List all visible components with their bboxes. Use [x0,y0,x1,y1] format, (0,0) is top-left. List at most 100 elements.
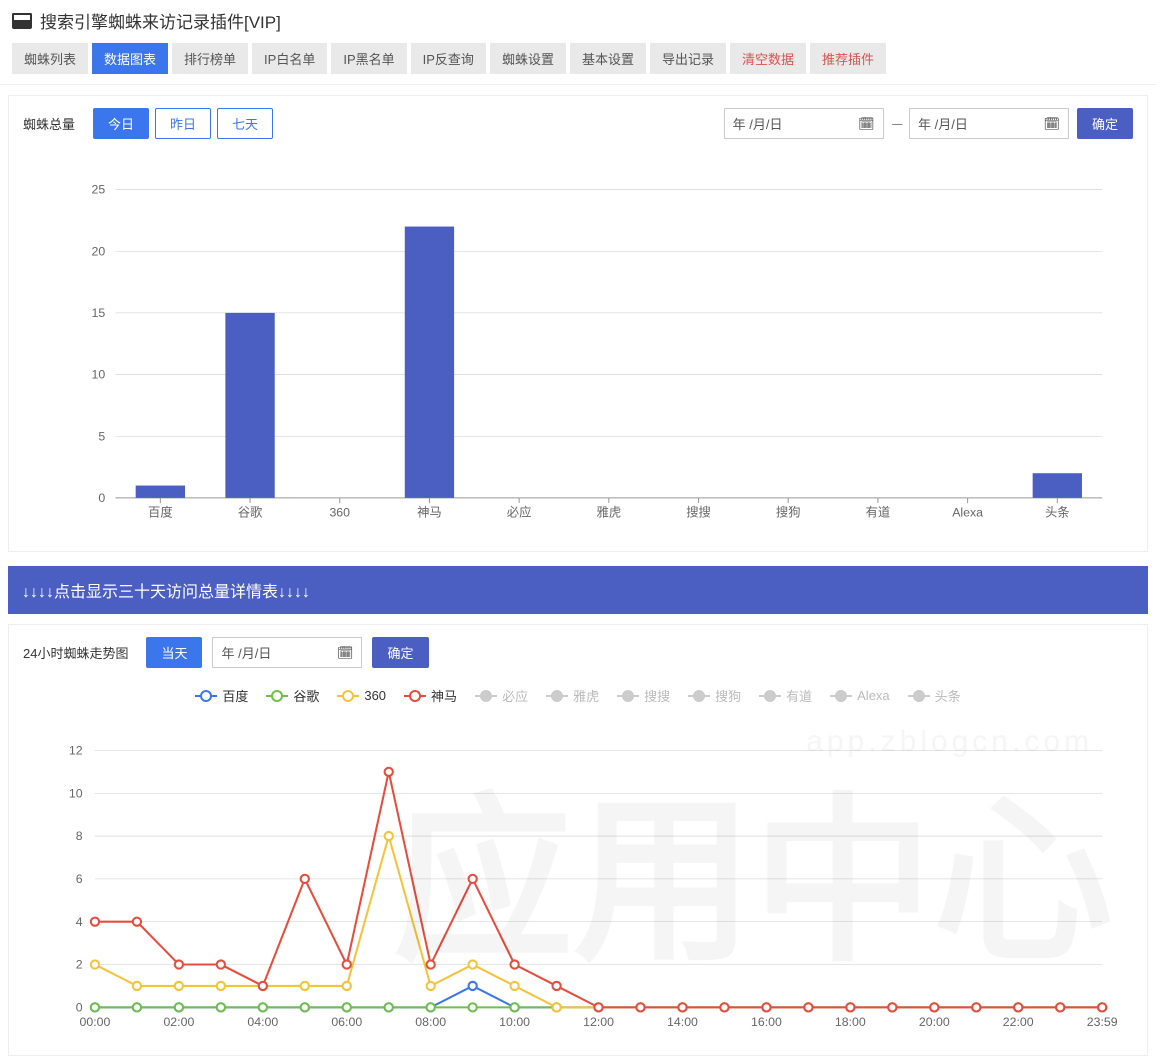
range-button-2[interactable]: 七天 [217,108,273,139]
legend-marker-icon [759,690,781,702]
svg-text:14:00: 14:00 [667,1015,698,1029]
today-button[interactable]: 当天 [146,637,202,668]
legend-marker-icon [688,690,710,702]
trend-date-input[interactable]: 年 /月/日 🗓 [212,637,362,668]
svg-text:10: 10 [92,368,106,382]
svg-text:22:00: 22:00 [1003,1015,1034,1029]
legend-label: 头条 [935,686,961,705]
line-chart: 02468101200:0002:0004:0006:0008:0010:001… [23,735,1133,1043]
svg-text:百度: 百度 [148,504,173,519]
legend-item-0[interactable]: 百度 [195,686,248,705]
tab-7[interactable]: 基本设置 [570,43,646,74]
calendar-icon: 🗓 [858,116,875,132]
calendar-icon: 🗓 [1043,116,1060,132]
svg-text:必应: 必应 [507,504,532,519]
legend-label: 谷歌 [293,686,319,705]
legend-item-8[interactable]: 有道 [759,686,812,705]
svg-text:5: 5 [98,429,105,443]
legend-marker-icon [830,690,852,702]
confirm-button[interactable]: 确定 [1077,108,1133,139]
svg-text:18:00: 18:00 [835,1015,866,1029]
total-label: 蜘蛛总量 [23,114,75,133]
legend-item-2[interactable]: 360 [337,686,386,705]
svg-text:头条: 头条 [1045,505,1070,519]
legend-marker-icon [908,690,930,702]
svg-text:6: 6 [76,872,83,886]
legend-label: 搜狗 [715,686,741,705]
range-button-0[interactable]: 今日 [93,108,149,139]
date-placeholder: 年 /月/日 [221,643,271,662]
tab-10[interactable]: 推荐插件 [810,43,886,74]
date-from-input[interactable]: 年 /月/日 🗓 [724,108,884,139]
legend-label: 搜搜 [644,686,670,705]
legend-marker-icon [617,690,639,702]
thirty-day-banner[interactable]: ↓↓↓↓点击显示三十天访问总量详情表↓↓↓↓ [8,566,1148,614]
svg-text:0: 0 [76,1000,83,1014]
tab-3[interactable]: IP白名单 [252,43,327,74]
bar-chart-svg: 0510152025百度谷歌360神马必应雅虎搜搜搜狗有道Alexa头条 [23,169,1133,539]
tab-9[interactable]: 清空数据 [730,43,806,74]
svg-text:16:00: 16:00 [751,1015,782,1029]
panel-24h: 24小时蜘蛛走势图 当天 年 /月/日 🗓 确定 百度 谷歌 360 神马 必应 雅虎 搜搜… [8,624,1148,1056]
svg-text:10: 10 [69,786,83,800]
svg-text:06:00: 06:00 [331,1015,362,1029]
svg-text:02:00: 02:00 [163,1015,194,1029]
svg-text:Alexa: Alexa [952,505,983,519]
tab-6[interactable]: 蜘蛛设置 [490,43,566,74]
page-header: 搜索引擎蜘蛛来访记录插件[VIP] [0,0,1156,39]
svg-text:2: 2 [76,958,83,972]
tab-1[interactable]: 数据图表 [92,43,168,74]
svg-text:0: 0 [98,491,105,505]
line-legend: 百度 谷歌 360 神马 必应 雅虎 搜搜 搜狗 有道 Alexa 头条 [23,686,1133,705]
legend-item-10[interactable]: 头条 [908,686,961,705]
svg-text:25: 25 [92,183,106,197]
svg-text:有道: 有道 [866,505,891,519]
legend-label: 神马 [431,686,457,705]
svg-text:20:00: 20:00 [919,1015,950,1029]
svg-text:10:00: 10:00 [499,1015,530,1029]
legend-label: 雅虎 [573,686,599,705]
svg-text:搜搜: 搜搜 [686,504,711,519]
svg-text:15: 15 [92,306,106,320]
calendar-icon: 🗓 [337,645,354,661]
tab-8[interactable]: 导出记录 [650,43,726,74]
tab-0[interactable]: 蜘蛛列表 [12,43,88,74]
legend-label: 必应 [502,686,528,705]
legend-label: 有道 [786,686,812,705]
svg-text:04:00: 04:00 [247,1015,278,1029]
line-chart-svg: 02468101200:0002:0004:0006:0008:0010:001… [23,735,1133,1043]
legend-item-5[interactable]: 雅虎 [546,686,599,705]
svg-text:00:00: 00:00 [80,1015,111,1029]
legend-item-7[interactable]: 搜狗 [688,686,741,705]
range-button-1[interactable]: 昨日 [155,108,211,139]
date-placeholder: 年 /月/日 [918,114,968,133]
legend-marker-icon [337,690,359,702]
svg-text:搜狗: 搜狗 [776,504,801,519]
svg-text:8: 8 [76,829,83,843]
svg-text:神马: 神马 [417,505,442,519]
date-to-input[interactable]: 年 /月/日 🗓 [909,108,1069,139]
legend-item-4[interactable]: 必应 [475,686,528,705]
svg-text:雅虎: 雅虎 [596,504,621,519]
trend-confirm-button[interactable]: 确定 [372,637,428,668]
page-title: 搜索引擎蜘蛛来访记录插件[VIP] [40,8,281,33]
legend-marker-icon [195,690,217,702]
tab-2[interactable]: 排行榜单 [172,43,248,74]
svg-text:20: 20 [92,244,106,258]
legend-item-9[interactable]: Alexa [830,686,890,705]
legend-marker-icon [475,690,497,702]
date-placeholder: 年 /月/日 [733,114,783,133]
svg-text:12: 12 [69,744,83,758]
legend-label: Alexa [857,688,890,703]
tab-4[interactable]: IP黑名单 [331,43,406,74]
legend-label: 360 [364,688,386,703]
svg-text:谷歌: 谷歌 [238,504,263,519]
legend-item-3[interactable]: 神马 [404,686,457,705]
svg-text:12:00: 12:00 [583,1015,614,1029]
legend-item-1[interactable]: 谷歌 [266,686,319,705]
window-icon [12,13,32,29]
date-range: 年 /月/日 🗓 ---- 年 /月/日 🗓 确定 [724,108,1133,139]
legend-item-6[interactable]: 搜搜 [617,686,670,705]
tab-5[interactable]: IP反查询 [411,43,486,74]
trend-label: 24小时蜘蛛走势图 [23,643,128,662]
